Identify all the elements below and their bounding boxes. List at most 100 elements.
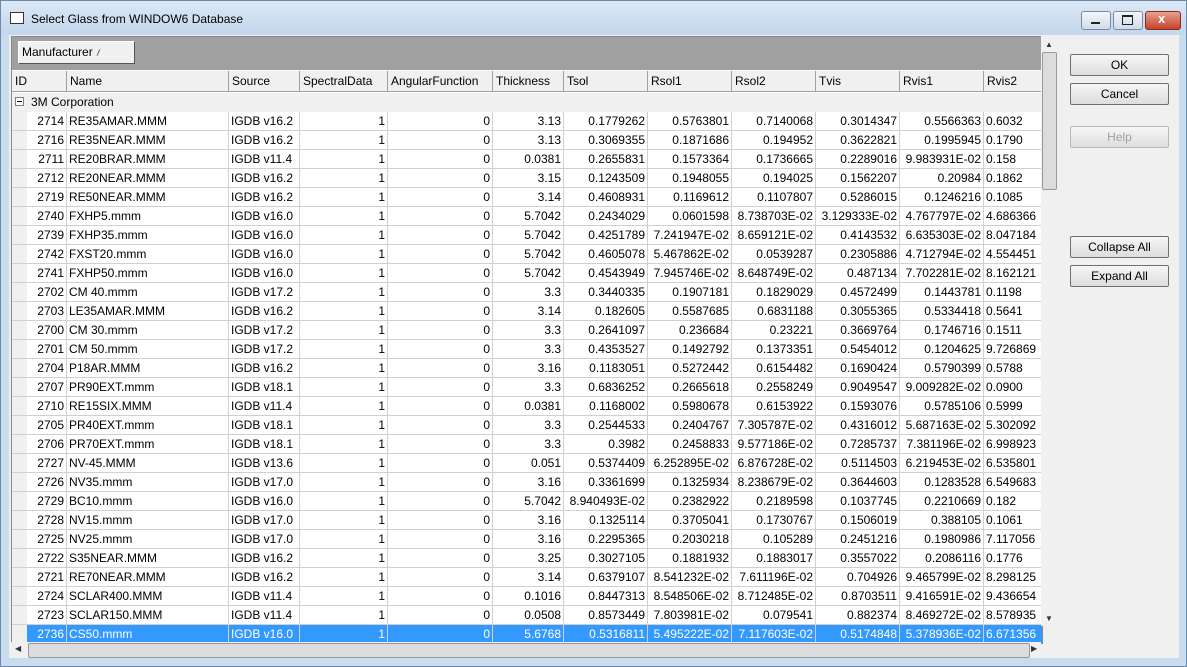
table-cell[interactable]: 0 — [388, 606, 493, 625]
table-cell[interactable]: FXHP35.mmm — [67, 226, 229, 245]
table-cell[interactable]: IGDB v17.0 — [229, 473, 300, 492]
table-cell[interactable]: 1 — [300, 302, 388, 321]
table-cell[interactable]: 0.194952 — [732, 131, 816, 150]
table-cell[interactable]: 0.4143532 — [816, 226, 900, 245]
table-cell[interactable]: 1 — [300, 606, 388, 625]
table-cell[interactable]: RE20BRAR.MMM — [67, 150, 229, 169]
table-cell[interactable]: 0.1243509 — [564, 169, 648, 188]
table-cell[interactable]: IGDB v16.2 — [229, 568, 300, 587]
table-cell[interactable]: 0.5174848 — [816, 625, 900, 643]
table-cell[interactable]: 5.378936E-02 — [900, 625, 984, 643]
table-cell[interactable]: RE35AMAR.MMM — [67, 112, 229, 131]
table-cell[interactable]: 6.219453E-02 — [900, 454, 984, 473]
close-button[interactable]: x — [1145, 11, 1181, 30]
table-cell[interactable]: 0.2558249 — [732, 378, 816, 397]
table-cell[interactable]: 8.648749E-02 — [732, 264, 816, 283]
table-cell[interactable]: 1 — [300, 454, 388, 473]
table-cell[interactable]: 3.16 — [493, 511, 564, 530]
table-cell[interactable]: 0.4316012 — [816, 416, 900, 435]
table-cell[interactable]: 0.1907181 — [648, 283, 732, 302]
table-cell[interactable]: 5.687163E-02 — [900, 416, 984, 435]
table-cell[interactable]: 0.7140068 — [732, 112, 816, 131]
table-cell[interactable]: 2727 — [27, 454, 67, 473]
column-header[interactable]: Thickness — [493, 71, 564, 92]
table-cell[interactable]: 0.1690424 — [816, 359, 900, 378]
table-cell[interactable]: IGDB v16.2 — [229, 112, 300, 131]
table-cell[interactable]: 1 — [300, 416, 388, 435]
table-cell[interactable]: SCLAR400.MMM — [67, 587, 229, 606]
table-cell[interactable]: 0.1169612 — [648, 188, 732, 207]
table-cell[interactable]: 2706 — [27, 435, 67, 454]
table-cell[interactable]: 0.1506019 — [816, 511, 900, 530]
table-cell[interactable]: 2703 — [27, 302, 67, 321]
table-cell[interactable]: 5.7042 — [493, 245, 564, 264]
table-cell[interactable]: 0.1995945 — [900, 131, 984, 150]
table-cell[interactable]: 3.14 — [493, 188, 564, 207]
table-cell[interactable]: 0.1325114 — [564, 511, 648, 530]
table-cell[interactable]: 5.6768 — [493, 625, 564, 643]
table-cell[interactable]: 0.0381 — [493, 150, 564, 169]
table-cell[interactable]: 0.2289016 — [816, 150, 900, 169]
table-cell[interactable]: 1 — [300, 340, 388, 359]
table-cell[interactable]: 0.5763801 — [648, 112, 732, 131]
table-cell[interactable]: PR90EXT.mmm — [67, 378, 229, 397]
table-cell[interactable]: 0 — [388, 302, 493, 321]
table-cell[interactable]: 0 — [388, 492, 493, 511]
table-cell[interactable]: 1 — [300, 264, 388, 283]
table-cell[interactable]: 0 — [388, 264, 493, 283]
table-cell[interactable]: 0 — [388, 454, 493, 473]
table-cell[interactable]: 0.5790399 — [900, 359, 984, 378]
button[interactable]: Expand All — [1070, 265, 1169, 287]
column-header[interactable]: Rsol2 — [732, 71, 816, 92]
table-cell[interactable]: 0.6153922 — [732, 397, 816, 416]
table-cell[interactable]: 0 — [388, 169, 493, 188]
table-cell[interactable]: 2710 — [27, 397, 67, 416]
table-cell[interactable]: 0.704926 — [816, 568, 900, 587]
table-cell[interactable]: 2722 — [27, 549, 67, 568]
table-cell[interactable]: 0.1246216 — [900, 188, 984, 207]
table-cell[interactable]: 0.1085 — [984, 188, 1042, 207]
table-cell[interactable]: 0.5286015 — [816, 188, 900, 207]
table-cell[interactable]: 2740 — [27, 207, 67, 226]
table-cell[interactable]: 0.1980986 — [900, 530, 984, 549]
table-cell[interactable]: 1 — [300, 397, 388, 416]
table-cell[interactable]: 4.554451 — [984, 245, 1042, 264]
table-cell[interactable]: 0.2655831 — [564, 150, 648, 169]
table-cell[interactable]: 0.1829029 — [732, 283, 816, 302]
table-cell[interactable]: 0.5334418 — [900, 302, 984, 321]
table-cell[interactable]: 0.388105 — [900, 511, 984, 530]
table-cell[interactable]: 0.2641097 — [564, 321, 648, 340]
table-cell[interactable]: 0.8573449 — [564, 606, 648, 625]
table-cell[interactable]: 1 — [300, 492, 388, 511]
table-cell[interactable]: 3.3 — [493, 283, 564, 302]
table-cell[interactable]: 0 — [388, 416, 493, 435]
table-cell[interactable]: IGDB v16.2 — [229, 302, 300, 321]
table-cell[interactable]: 0.882374 — [816, 606, 900, 625]
table-cell[interactable]: 7.117056 — [984, 530, 1042, 549]
table-cell[interactable]: 0.0508 — [493, 606, 564, 625]
table-cell[interactable]: 7.611196E-02 — [732, 568, 816, 587]
table-cell[interactable]: 9.726869 — [984, 340, 1042, 359]
table-cell[interactable]: 2736 — [27, 625, 67, 643]
table-cell[interactable]: 2742 — [27, 245, 67, 264]
table-cell[interactable]: 1 — [300, 169, 388, 188]
table-cell[interactable]: CM 50.mmm — [67, 340, 229, 359]
table-cell[interactable]: 0.236684 — [648, 321, 732, 340]
button[interactable]: Cancel — [1070, 83, 1169, 105]
column-header[interactable]: Tvis — [816, 71, 900, 92]
table-cell[interactable]: 4.712794E-02 — [900, 245, 984, 264]
table-cell[interactable]: 0.1016 — [493, 587, 564, 606]
table-cell[interactable]: 3.129333E-02 — [816, 207, 900, 226]
table-cell[interactable]: 1 — [300, 245, 388, 264]
table-cell[interactable]: IGDB v17.0 — [229, 530, 300, 549]
table-cell[interactable]: 0.158 — [984, 150, 1042, 169]
table-cell[interactable]: 0.5272442 — [648, 359, 732, 378]
table-cell[interactable]: 1 — [300, 587, 388, 606]
table-cell[interactable]: 0 — [388, 150, 493, 169]
table-cell[interactable]: 0.5641 — [984, 302, 1042, 321]
column-header[interactable]: Rvis2 — [984, 71, 1042, 92]
table-cell[interactable]: 0.3014347 — [816, 112, 900, 131]
table-cell[interactable]: 0.1573364 — [648, 150, 732, 169]
table-cell[interactable]: 8.047184 — [984, 226, 1042, 245]
table-cell[interactable]: 0.1373351 — [732, 340, 816, 359]
